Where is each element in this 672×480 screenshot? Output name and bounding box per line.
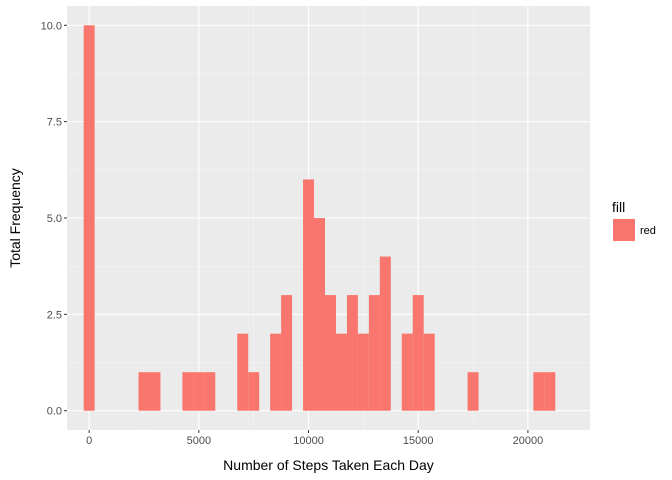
histogram-bar — [324, 295, 336, 411]
x-axis-ticks: 0 5000 10000 15000 20000 — [86, 430, 543, 447]
histogram-bar — [138, 372, 150, 411]
histogram-bar — [335, 333, 347, 411]
histogram-bar — [544, 372, 556, 411]
histogram-bar — [204, 372, 216, 411]
histogram-bar — [281, 295, 293, 411]
histogram-bar — [368, 295, 380, 411]
legend-title: fill — [612, 199, 625, 215]
x-tick-label: 5000 — [187, 435, 211, 447]
x-tick-label: 20000 — [513, 435, 544, 447]
histogram-bar — [270, 333, 282, 411]
y-tick-label: 0.0 — [47, 406, 62, 418]
histogram-bar — [149, 372, 161, 411]
histogram-bar — [314, 218, 325, 411]
x-tick-label: 15000 — [403, 435, 434, 447]
histogram-bar — [412, 295, 424, 411]
y-axis-ticks: 0.0 2.5 5.0 7.5 10.0 — [41, 20, 67, 418]
histogram-bar — [423, 333, 435, 411]
histogram-bar — [193, 372, 205, 411]
histogram-bar — [357, 333, 369, 411]
y-tick-label: 10.0 — [41, 20, 62, 32]
y-axis-title: Total Frequency — [7, 168, 23, 268]
y-tick-label: 2.5 — [47, 309, 62, 321]
x-tick-label: 0 — [86, 435, 92, 447]
histogram-bar — [533, 372, 545, 411]
histogram-bar — [182, 372, 194, 411]
histogram-bar — [379, 256, 391, 411]
legend-entry-label: red — [640, 225, 656, 237]
histogram-bar — [467, 372, 479, 411]
x-tick-label: 10000 — [293, 435, 324, 447]
histogram-bar — [83, 25, 95, 411]
histogram-bar — [248, 372, 260, 411]
histogram-bar — [237, 333, 249, 411]
x-axis-title: Number of Steps Taken Each Day — [223, 457, 434, 473]
y-tick-label: 5.0 — [47, 213, 62, 225]
legend: fill red — [612, 199, 656, 241]
histogram-bars — [83, 25, 556, 411]
y-tick-label: 7.5 — [47, 117, 62, 129]
histogram-bar — [303, 179, 315, 411]
histogram-bar — [401, 333, 413, 411]
histogram-bar — [346, 295, 358, 411]
legend-key-swatch — [613, 219, 635, 241]
